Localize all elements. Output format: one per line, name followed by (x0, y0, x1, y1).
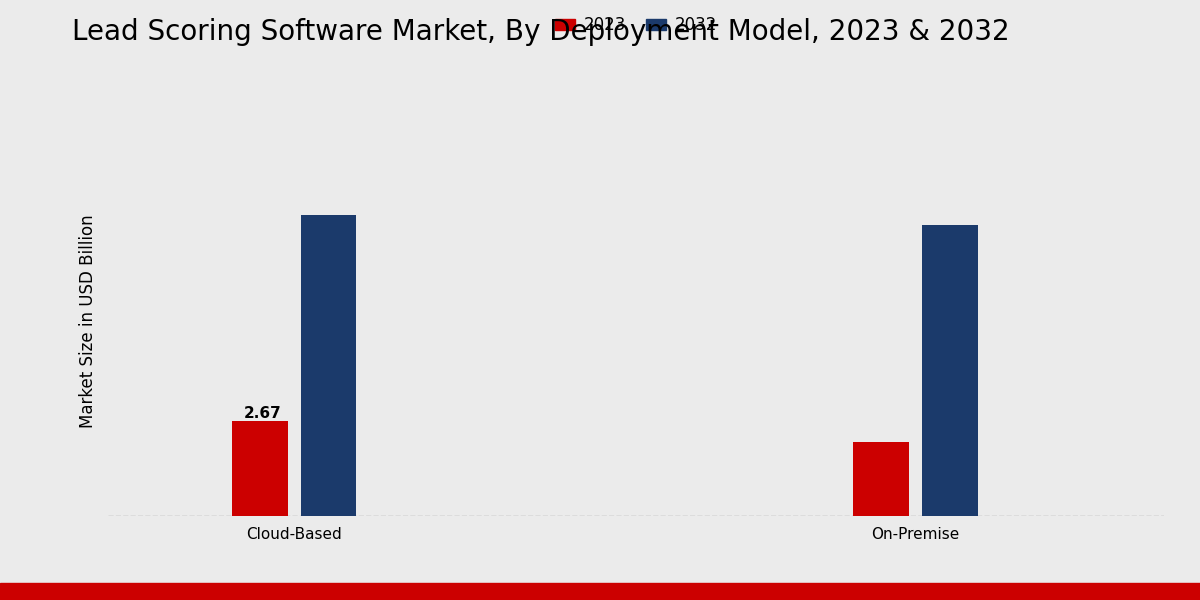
Bar (853, 442, 910, 516)
Bar (233, 421, 288, 516)
Legend: 2023, 2032: 2023, 2032 (548, 10, 724, 41)
Text: 2.67: 2.67 (244, 407, 281, 421)
Bar (300, 215, 356, 516)
Text: Lead Scoring Software Market, By Deployment Model, 2023 & 2032: Lead Scoring Software Market, By Deploym… (72, 18, 1009, 46)
Bar (922, 225, 978, 516)
Y-axis label: Market Size in USD Billion: Market Size in USD Billion (79, 214, 97, 428)
